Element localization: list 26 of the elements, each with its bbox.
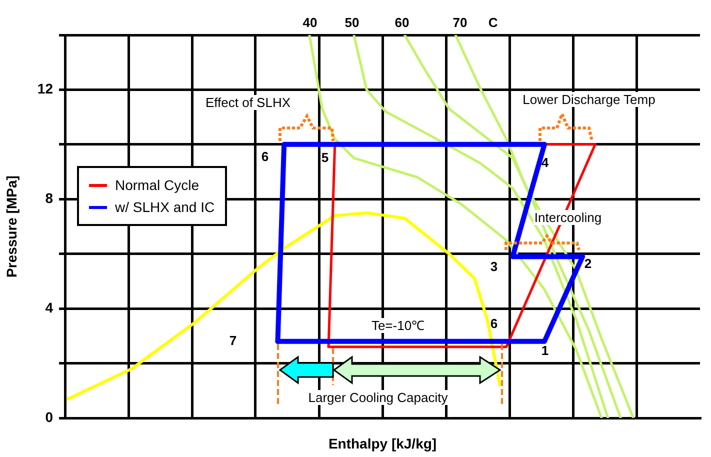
annotation: Larger Cooling Capacity xyxy=(308,390,448,406)
y-tick-label: 4 xyxy=(45,299,54,316)
annotation: Lower Discharge Temp xyxy=(522,92,656,108)
text: 50 xyxy=(344,15,360,30)
annotation: Intercooling xyxy=(534,210,602,226)
y-tick-label: 12 xyxy=(37,80,54,97)
annotation: 6 xyxy=(490,316,498,332)
legend-label: Normal Cycle xyxy=(115,176,200,195)
x-axis-title: Enthalpy [kJ/kg] xyxy=(328,435,437,452)
annotation: Effect of SLHX xyxy=(205,95,291,110)
annotation: 4 xyxy=(541,155,550,170)
annotation: 6 xyxy=(261,149,269,164)
legend-label: w/ SLHX and IC xyxy=(115,198,215,217)
text: C xyxy=(488,15,498,30)
text: 40 xyxy=(302,15,318,30)
annotation: 5 xyxy=(321,150,329,166)
annotation: Te=-10℃ xyxy=(371,318,425,334)
text: 70 xyxy=(452,15,468,30)
y-axis-title: Pressure [MPa] xyxy=(3,176,20,278)
annotation: 7 xyxy=(229,333,237,348)
annotation: 1 xyxy=(541,343,549,358)
y-tick-label: 8 xyxy=(45,190,54,206)
annotation: 2 xyxy=(584,256,592,272)
y-tick-label: 0 xyxy=(45,408,54,425)
text: 60 xyxy=(394,15,410,30)
annotation: 3 xyxy=(490,259,498,274)
